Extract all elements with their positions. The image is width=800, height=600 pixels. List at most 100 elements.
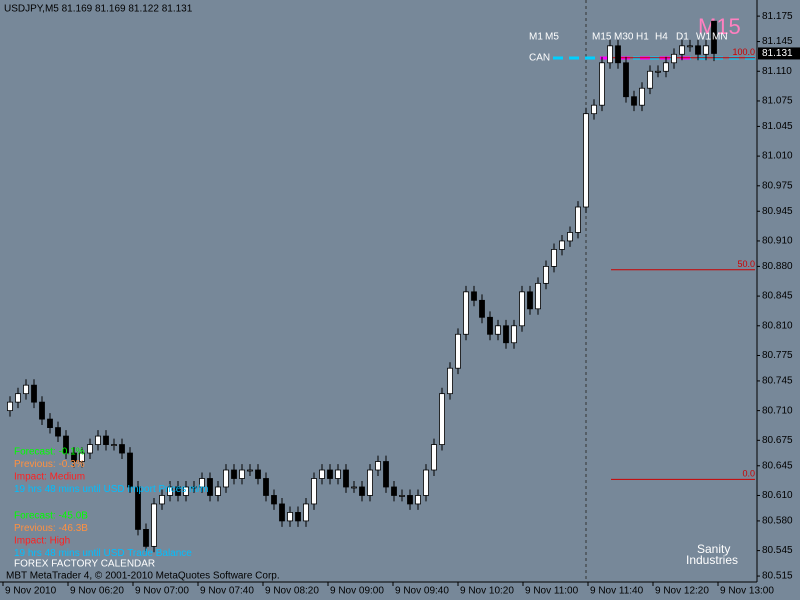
timeframe-button[interactable]: M1 [529,32,543,43]
last-price-label: 81.131 [762,48,793,59]
timeframe-button[interactable]: D1 [676,32,689,43]
candle-body [47,418,53,428]
candle-body [87,444,93,454]
candle-body [175,486,181,496]
candle-body [335,469,341,479]
candle-body [679,45,685,55]
y-tick-label: 80.545 [762,545,793,556]
news-previous: Previous: -0.3% [14,459,85,470]
candle-body [95,435,101,445]
y-tick-label: 80.845 [762,291,793,302]
candle-body [463,291,469,335]
candle-body [327,469,333,479]
news-impact: Impact: High [14,536,70,547]
timeframe-button[interactable]: MN [712,32,728,43]
candle-body [367,469,373,496]
y-tick-label: 80.775 [762,350,793,361]
x-tick-label: 9 Nov 06:20 [70,586,124,597]
timeframe-button[interactable]: M30 [614,32,634,43]
fib-label: 50.0 [737,259,755,269]
candle-body [167,486,173,496]
candle-body [383,461,389,488]
candle-body [263,478,269,496]
candle-body [575,206,581,233]
candle-body [519,291,525,327]
x-tick-label: 9 Nov 10:20 [460,586,514,597]
candle-body [255,469,261,479]
current-timeframe: M15 [698,14,741,39]
y-tick-label: 80.880 [762,261,793,272]
x-tick-label: 9 Nov 07:00 [135,586,189,597]
y-tick-label: 81.175 [762,11,793,22]
candle-body [79,452,85,462]
x-tick-label: 9 Nov 09:40 [395,586,449,597]
candle-body [559,240,565,250]
candle-body [687,45,693,48]
y-tick-label: 81.075 [762,96,793,107]
x-tick-label: 9 Nov 11:00 [525,586,579,597]
candle-body [511,325,517,344]
candle-body [447,367,453,395]
y-tick-label: 80.675 [762,435,793,446]
candle-body [615,45,621,64]
candle-body [471,291,477,301]
y-tick-label: 80.580 [762,516,793,527]
candle-body [55,427,61,437]
candle-body [271,495,277,505]
timeframe-button[interactable]: M5 [545,32,559,43]
candle-body [567,232,573,242]
x-tick-label: 9 Nov 08:20 [265,586,319,597]
x-tick-label: 9 Nov 09:00 [330,586,384,597]
y-tick-label: 80.710 [762,405,793,416]
timeframe-button[interactable]: H1 [636,32,649,43]
candle-body [215,486,221,496]
candle-body [695,45,701,55]
fib-label: 0.0 [742,469,755,479]
logo-line1: Sanity [697,542,730,556]
candle-body [71,452,77,462]
candle-body [159,495,165,505]
candle-body [375,461,381,471]
candle-body [183,486,189,496]
candle-body [231,469,237,479]
candle-body [631,96,637,106]
news-impact: Impact: Medium [14,472,85,483]
candle-body [103,435,109,445]
candle-body [703,45,709,55]
news-forecast: Forecast: -45.0B [14,511,88,522]
candle-body [31,384,37,403]
candle-body [207,478,213,496]
candle-body [23,384,29,395]
y-tick-label: 80.645 [762,460,793,471]
y-tick-label: 80.610 [762,490,793,501]
candle-body [527,291,533,310]
timeframe-button[interactable]: M15 [592,32,612,43]
candle-body [423,469,429,496]
timeframe-button[interactable]: H4 [655,32,668,43]
candle-body [583,113,589,208]
candle-body [111,444,117,446]
x-tick-label: 9 Nov 12:20 [655,586,709,597]
candle-body [711,20,717,54]
candle-body [391,486,397,496]
can-label: CAN [529,53,550,64]
logo-line2: Industries [686,553,738,567]
candle-body [479,299,485,318]
candle-body [119,444,125,454]
candle-body [551,249,557,267]
candle-body [543,265,549,284]
candle-body [359,486,365,496]
candle-body [39,401,45,420]
y-tick-label: 81.010 [762,151,793,162]
candle-body [223,469,229,488]
x-tick-label: 9 Nov 11:40 [590,586,644,597]
candle-body [591,104,597,115]
candle-body [535,282,541,310]
candle-body [311,478,317,505]
timeframe-button[interactable]: W1 [696,32,711,43]
candle-body [127,452,133,488]
x-tick-label: 9 Nov 13:00 [720,586,774,597]
candle-body [247,469,253,472]
candle-body [191,486,197,489]
